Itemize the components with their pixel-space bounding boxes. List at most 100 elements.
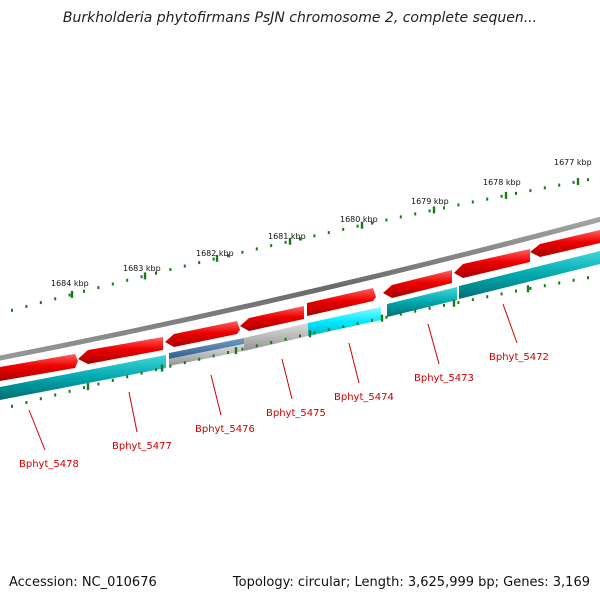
scale-tick — [385, 315, 388, 319]
scale-label: 1677 kbp — [554, 158, 592, 167]
scale-tick — [68, 293, 71, 297]
scale-tick — [227, 254, 229, 258]
scale-tick — [155, 271, 157, 275]
gene-label[interactable]: Bphyt_5477 — [112, 441, 172, 452]
scale-tick — [471, 200, 474, 204]
scale-tick — [140, 275, 143, 279]
scale-tick — [255, 344, 258, 348]
scale-tick — [284, 337, 287, 341]
gene-arrow[interactable] — [165, 321, 240, 347]
scale-tick — [443, 206, 445, 210]
gene-bar[interactable] — [459, 251, 600, 299]
label-leaders — [28, 303, 518, 451]
scale-tick — [83, 386, 85, 390]
scale-tick — [572, 278, 575, 282]
scale-tick — [399, 312, 402, 316]
scale-major-tick — [380, 314, 384, 322]
scale-tick — [54, 297, 57, 301]
chromosome-backbone — [0, 216, 600, 361]
scale-tick — [342, 325, 345, 328]
gene-bar[interactable] — [387, 287, 457, 317]
scale-major-tick — [86, 383, 90, 391]
scale-tick — [11, 308, 13, 312]
gene-arrow[interactable] — [530, 230, 600, 257]
scale-tick — [587, 276, 589, 280]
map-title: Burkholderia phytofirmans PsJN chromosom… — [62, 10, 538, 26]
scale-tick — [327, 328, 330, 332]
scale-major-tick — [143, 272, 147, 280]
gene-label[interactable]: Bphyt_5474 — [334, 392, 394, 403]
gene-label[interactable]: Bphyt_5475 — [266, 408, 326, 419]
scale-major-tick — [452, 299, 456, 307]
scale-tick — [198, 357, 201, 361]
scale-label: 1678 kbp — [483, 178, 521, 187]
scale-tick — [241, 250, 244, 254]
scale-tick — [212, 257, 215, 261]
scale-tick — [39, 301, 42, 305]
scale-tick — [284, 240, 287, 244]
scale-tick — [97, 286, 100, 290]
gene-bar[interactable] — [169, 344, 244, 366]
scale-tick — [54, 393, 57, 397]
scale-tick — [327, 231, 330, 235]
gene-bar[interactable] — [244, 323, 308, 351]
scale-tick — [140, 371, 143, 375]
gene-label[interactable]: Bphyt_5473 — [414, 373, 474, 384]
scale-tick — [299, 334, 301, 338]
gene-arrow[interactable] — [0, 354, 78, 381]
scale-tick — [471, 298, 474, 302]
gene-arrow[interactable] — [454, 249, 530, 278]
scale-tick — [97, 382, 100, 386]
scale-tick — [515, 289, 517, 293]
scale-tick — [241, 347, 244, 351]
gene-bar[interactable] — [169, 338, 244, 359]
gene-label[interactable]: Bphyt_5472 — [489, 352, 549, 363]
scale-tick — [227, 351, 229, 354]
scale-major-tick — [526, 285, 530, 293]
scale-major-tick — [576, 178, 580, 186]
scale-tick — [11, 404, 13, 408]
scale-tick — [543, 186, 546, 190]
gene-labels: Bphyt_5472 Bphyt_5473 Bphyt_5474 Bphyt_5… — [19, 352, 549, 470]
scale-major-tick — [504, 191, 508, 199]
scale-label: 1683 kbp — [123, 264, 161, 273]
scale-tick — [299, 237, 301, 241]
gene-arrow[interactable] — [307, 288, 376, 316]
scale-tick — [169, 268, 172, 272]
scale-labels: 1677 kbp 1678 kbp 1679 kbp 1680 kbp 1681… — [51, 158, 592, 288]
scale-major-tick — [160, 364, 164, 372]
gene-bar[interactable] — [0, 355, 166, 400]
scale-major-tick — [70, 290, 74, 298]
scale-tick — [25, 304, 28, 308]
scale-label: 1684 kbp — [51, 279, 89, 288]
gene-label[interactable]: Bphyt_5478 — [19, 459, 79, 470]
scale-tick — [500, 194, 503, 198]
scale-tick — [457, 301, 460, 304]
scale-tick — [126, 375, 129, 379]
scale-label: 1681 kbp — [268, 232, 306, 241]
scale-label: 1682 kbp — [196, 249, 234, 258]
scale-major-tick — [432, 206, 436, 214]
scale-tick — [486, 295, 489, 299]
scale-tick — [529, 189, 532, 193]
forward-strand-genes — [0, 230, 600, 381]
scale-tick — [83, 289, 85, 293]
scale-tick — [313, 234, 316, 238]
scale-major-tick — [288, 237, 292, 245]
gene-arrow[interactable] — [78, 337, 163, 364]
scale-major-tick — [234, 347, 238, 355]
scale-tick — [428, 306, 431, 310]
scale-tick — [212, 354, 215, 358]
scale-tick — [25, 401, 28, 404]
gene-arrow[interactable] — [240, 306, 304, 331]
scale-tick — [126, 278, 129, 282]
topology-text: Topology: circular; Length: 3,625,999 bp… — [232, 575, 590, 590]
scale-tick — [169, 364, 172, 368]
gene-bar[interactable] — [308, 307, 381, 336]
gene-arrow[interactable] — [383, 270, 452, 298]
scale-tick — [500, 292, 503, 296]
gene-label[interactable]: Bphyt_5476 — [195, 424, 255, 435]
scale-tick — [385, 218, 388, 222]
scale-tick — [342, 227, 345, 231]
